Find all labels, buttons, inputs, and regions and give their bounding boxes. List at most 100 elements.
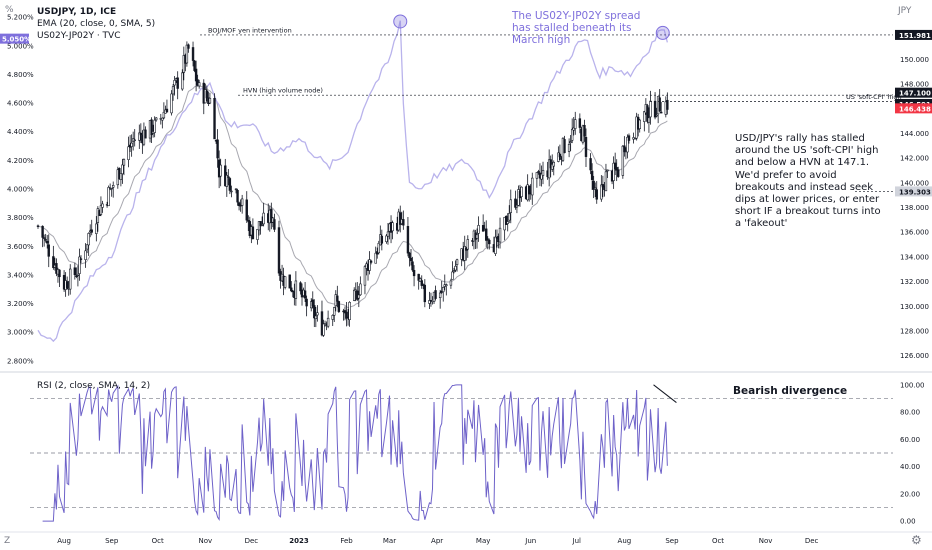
candle-body [638,119,641,129]
spread-tick-label: 4.000% [7,186,34,194]
spread-tick-label: 4.400% [7,128,34,136]
candle [251,218,255,240]
candle-body [171,86,175,95]
ema-legend[interactable]: EMA (20, close, 0, SMA, 5) [37,19,156,29]
price-badge [895,103,932,114]
spread-legend[interactable]: US02Y-JP02Y · TVC [37,31,121,41]
candle-body [623,145,626,153]
candle-body [185,44,189,64]
candle-body [485,228,488,241]
candle-body [584,136,588,157]
symbol-legend[interactable]: USDJPY, 1D, ICE [37,7,117,17]
candle [337,300,341,313]
candle-body [570,128,574,141]
candle-body [191,47,195,61]
candle-body [520,186,523,197]
spread-high-circle [393,14,408,29]
percent-scale-icon[interactable]: % [5,5,14,15]
candle [305,295,308,317]
candle-body [452,270,456,273]
candle [584,128,588,167]
candle [574,111,577,135]
candle-body [515,204,519,208]
candle [213,93,216,140]
candle-body [354,289,357,292]
candle [547,149,551,187]
candle-body [658,97,661,112]
candle-body [259,221,262,227]
candle [41,225,44,248]
candle-body [121,164,124,175]
price-badge [895,186,932,197]
candle-body [377,242,380,254]
candle-body [363,266,367,286]
candle [320,300,324,337]
spread-tick-label: 2.800% [7,357,34,365]
candle-body [592,180,595,190]
candle-body [139,132,143,136]
candle [182,46,186,81]
candle-body [569,141,572,143]
candle-body [227,176,230,178]
candle [162,102,166,120]
candle [399,205,402,233]
candle-body [165,108,169,113]
candle-body [646,105,649,122]
price-tick-label: 138.000 [900,204,929,212]
candle-body [445,284,448,287]
candle [406,217,410,257]
timezone-icon[interactable]: Z [4,536,11,546]
spread-high-circle [655,25,670,40]
candle-body [612,162,615,181]
candle [176,71,179,100]
candle [617,166,620,178]
candle [161,117,164,129]
candle [52,245,55,270]
candle [299,281,302,295]
candle [633,137,637,140]
time-tick-label: Nov [198,537,212,545]
candle [99,196,103,217]
candle [531,172,534,205]
spread-tick-label: 4.200% [7,157,34,165]
candle-body [488,239,491,245]
candle [90,219,93,236]
candle-body [475,234,479,239]
candle [343,306,347,321]
candle-body [251,226,255,240]
candle-body [374,252,377,264]
candle [234,188,238,194]
candle [322,319,325,337]
price-tick-label: 128.000 [900,327,929,335]
candle [411,256,414,272]
candle [73,262,77,280]
candle-body [547,159,551,179]
candle [87,232,90,256]
candle [666,92,669,115]
candle-body [451,271,454,280]
candle-body [144,129,147,139]
currency-label[interactable]: JPY [898,6,912,16]
candle-body [99,205,103,215]
candle-body [527,185,531,195]
candle-body [303,290,307,299]
candle [594,182,597,197]
candle [504,215,508,225]
rsi-legend[interactable]: RSI (2, close, SMA, 14, 2) [37,381,151,391]
price-badge [895,29,932,40]
candle-body [42,237,46,239]
candle [185,41,189,67]
candle-body [655,114,658,117]
gear-icon[interactable]: ⚙ [911,533,922,547]
candle-body [110,187,113,190]
candle [420,275,423,289]
candle-body [627,135,631,141]
candle [65,276,69,290]
candle [44,233,47,243]
candle [615,159,618,182]
candle-body [193,60,196,71]
candle-body [305,298,308,307]
spread-tick-label: 4.600% [7,100,34,108]
candle [606,169,609,179]
